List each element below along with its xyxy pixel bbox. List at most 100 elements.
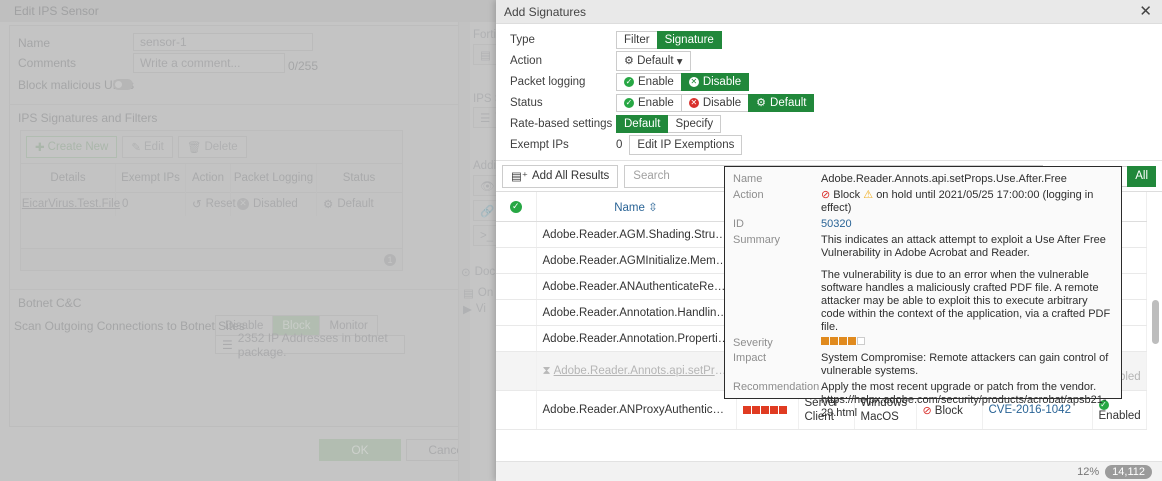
type-option-filter[interactable]: Filter xyxy=(616,30,658,49)
severity-segment xyxy=(857,337,865,345)
warning-icon: ⚠ xyxy=(863,189,874,201)
column-details: Details xyxy=(21,164,116,192)
row-checkbox[interactable] xyxy=(496,351,537,391)
packet-logging-label: Packet logging xyxy=(510,75,586,88)
column-action: Action xyxy=(186,164,231,192)
packet-logging-segmented-control[interactable]: ✓ Enable ✕ Disable xyxy=(616,72,750,91)
tooltip-row-name: Name Adobe.Reader.Annots.api.setProps.Us… xyxy=(733,173,1113,186)
column-packet-logging: Packet Logging xyxy=(231,164,317,192)
create-new-button[interactable]: ✚ Create New xyxy=(26,136,118,158)
row-count-badge: 1 xyxy=(384,253,396,266)
form-row-action: Action ⚙ Default ▾ xyxy=(510,50,1162,71)
column-name[interactable]: Name ⇳ xyxy=(536,192,737,222)
packet-logging-option-disable[interactable]: ✕ Disable xyxy=(680,72,750,91)
rate-based-segmented-control[interactable]: Default Specify xyxy=(616,114,722,133)
cell-name[interactable]: Adobe.Reader.AGM.Shading.Structure.M... xyxy=(536,221,737,248)
divider-2 xyxy=(9,289,458,290)
documentation-online[interactable]: ▤ On xyxy=(463,287,494,300)
cell-name[interactable]: Adobe.Reader.AGMInitialize.Memory.Cor... xyxy=(536,247,737,274)
x-circle-icon: ✕ xyxy=(688,97,699,108)
chevron-down-icon: ▾ xyxy=(676,55,683,68)
form-row-packet-logging: Packet logging ✓ Enable ✕ Disable xyxy=(510,72,1162,91)
severity-meter xyxy=(821,337,1113,345)
type-label: Type xyxy=(510,33,535,46)
pencil-icon: ✎ xyxy=(131,142,141,154)
table-row[interactable]: Adobe.Reader.ANProxyAuthenticateRes...Se… xyxy=(496,390,1147,430)
edit-ip-exemptions-button[interactable]: Edit IP Exemptions xyxy=(629,134,743,155)
delete-button[interactable]: 🗑 Delete xyxy=(177,136,247,158)
dialog-header: Add Signatures ✕ xyxy=(496,0,1162,24)
severity-segment xyxy=(751,406,760,414)
status-option-enable[interactable]: ✓ Enable xyxy=(616,93,682,112)
row-checkbox[interactable] xyxy=(496,299,537,326)
tooltip-row-severity: Severity xyxy=(733,337,1113,349)
form-row-status: Status ✓ Enable ✕ Disable ⚙ Default xyxy=(510,93,1162,112)
row-checkbox[interactable] xyxy=(496,325,537,352)
status-segmented-control[interactable]: ✓ Enable ✕ Disable ⚙ Default xyxy=(616,93,815,112)
botnet-package-info[interactable]: ☰ 2352 IP Addresses in botnet package. xyxy=(215,331,405,359)
status-option-disable[interactable]: ✕ Disable xyxy=(680,93,750,112)
add-all-results-button[interactable]: ▤⁺ Add All Results xyxy=(502,164,619,188)
cell-details[interactable]: EicarVirus.Test.File xyxy=(21,197,121,210)
gear-icon: ⚙ xyxy=(624,55,634,67)
severity-segment xyxy=(742,406,751,414)
ok-button[interactable]: OK xyxy=(319,439,401,461)
type-option-signature[interactable]: Signature xyxy=(656,30,722,49)
tooltip-row-action: Action ⊘ Block ⚠ on hold until 2021/05/2… xyxy=(733,189,1113,215)
list-icon: ☰ xyxy=(222,337,233,352)
filter-all[interactable]: All xyxy=(1127,165,1156,187)
rate-based-option-default[interactable]: Default xyxy=(616,114,669,133)
plus-icon: ✚ xyxy=(35,142,45,154)
comments-counter: 0/255 xyxy=(288,59,319,73)
tooltip-row-summary: Summary This indicates an attack attempt… xyxy=(733,234,1113,334)
tooltip-action-label: Action xyxy=(733,189,764,201)
close-icon[interactable]: ✕ xyxy=(1139,3,1152,20)
name-label: Name xyxy=(18,36,51,50)
name-input[interactable]: sensor-1 xyxy=(133,33,313,51)
column-select-all[interactable]: ✓ xyxy=(496,192,537,222)
disabled-icon: ✕ xyxy=(237,197,249,210)
dialog-status-bar: 12% 14,112 xyxy=(496,461,1162,481)
cell-packet-logging: Disabled xyxy=(253,197,298,210)
device-icon: ▤ xyxy=(480,49,491,62)
cell-name[interactable]: Adobe.Reader.ANAuthenticateResource... xyxy=(536,273,737,300)
vertical-scrollbar[interactable] xyxy=(1152,300,1159,344)
row-checkbox[interactable] xyxy=(496,273,537,300)
packet-logging-option-enable[interactable]: ✓ Enable xyxy=(616,72,682,91)
cell-name[interactable]: Adobe.Reader.Annotation.Handling.Use... xyxy=(536,299,737,326)
check-circle-icon: ✓ xyxy=(1098,400,1109,410)
comments-input[interactable]: Write a comment... xyxy=(133,53,285,73)
sort-icon[interactable]: ⇳ xyxy=(648,201,658,214)
block-malicious-urls-toggle[interactable] xyxy=(113,79,133,90)
check-circle-icon: ✓ xyxy=(624,76,634,87)
row-checkbox[interactable] xyxy=(496,247,537,274)
tooltip-severity-label: Severity xyxy=(733,337,773,349)
cell-name[interactable]: Adobe.Reader.Annotation.Properties.Me... xyxy=(536,325,737,352)
terminal-icon: >_ xyxy=(480,229,494,242)
rate-based-label: Rate-based settings xyxy=(510,117,613,130)
row-checkbox[interactable] xyxy=(496,221,537,248)
list-view-icon: ☰ xyxy=(480,112,491,125)
tooltip-id-value[interactable]: 50320 xyxy=(821,218,852,230)
add-list-icon: ▤⁺ xyxy=(511,171,528,183)
documentation-video[interactable]: ▶ Vi xyxy=(463,303,486,316)
edit-button[interactable]: ✎ Edit xyxy=(122,136,173,158)
action-dropdown[interactable]: ⚙ Default ▾ xyxy=(616,50,691,71)
tooltip-summary-p1: This indicates an attack attempt to expl… xyxy=(821,234,1106,259)
form-row-rate-based: Rate-based settings Default Specify xyxy=(510,114,1162,133)
tooltip-id-label: ID xyxy=(733,218,744,230)
trash-icon: 🗑 xyxy=(186,142,202,154)
severity-segment xyxy=(778,406,787,414)
check-circle-icon[interactable]: ✓ xyxy=(509,200,522,213)
type-segmented-control[interactable]: Filter Signature xyxy=(616,30,722,49)
status-option-default[interactable]: ⚙ Default xyxy=(748,93,815,112)
row-checkbox[interactable] xyxy=(496,390,537,430)
add-signatures-form: Type Filter Signature Action ⚙ Default ▾… xyxy=(496,24,1162,155)
cell-name[interactable]: ⧗Adobe.Reader.Annots.api.setProps.Us... xyxy=(536,351,737,391)
cell-name[interactable]: Adobe.Reader.ANProxyAuthenticateRes... xyxy=(536,390,737,430)
rate-based-option-specify[interactable]: Specify xyxy=(667,114,722,133)
tooltip-action-value: ⊘ Block ⚠ on hold until 2021/05/25 17:00… xyxy=(821,189,1094,214)
status-label: Status xyxy=(510,96,543,109)
table-row[interactable]: EicarVirus.Test.File 0 ↺ Reset ✕ Disabled … xyxy=(21,191,402,216)
help-icon: ⊙ xyxy=(461,267,471,279)
